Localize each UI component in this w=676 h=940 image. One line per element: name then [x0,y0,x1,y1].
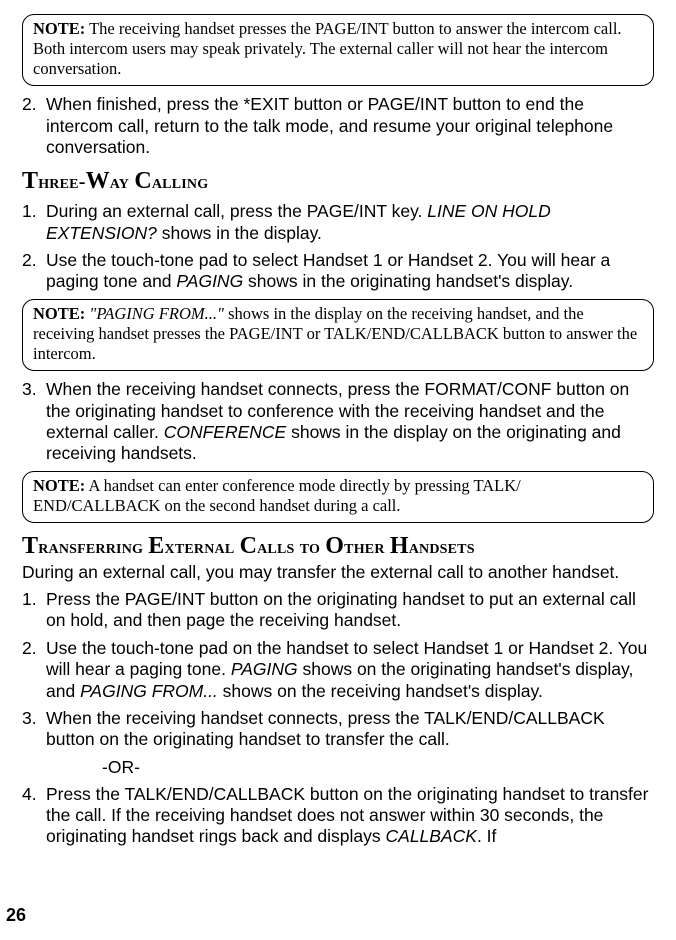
step-text: When the receiving handset connects, pre… [46,708,654,751]
step-text: When the receiving handset connects, pre… [46,379,654,464]
step-text: Press the TALK/END/CALLBACK button on th… [46,784,654,848]
step-number: 2. [22,250,46,293]
twc-steps-list: 1. During an external call, press the PA… [22,201,654,292]
step-text: Press the PAGE/INT button on the origina… [46,589,654,632]
list-item: 4. Press the TALK/END/CALLBACK button on… [22,784,654,848]
step-text: Use the touch-tone pad on the handset to… [46,638,654,702]
note-text: A handset can enter conference mode dire… [33,476,521,515]
twc-steps-list-cont: 3. When the receiving handset connects, … [22,379,654,464]
step-text: Use the touch-tone pad to select Handset… [46,250,654,293]
step-number: 1. [22,589,46,632]
list-item: 2. When finished, press the *EXIT button… [22,94,654,158]
note-label: NOTE: [33,476,85,495]
list-item: 2. Use the touch-tone pad on the handset… [22,638,654,702]
manual-page: NOTE: The receiving handset presses the … [0,0,676,940]
note-box-3: NOTE: A handset can enter conference mod… [22,471,654,523]
step-text: During an external call, press the PAGE/… [46,201,654,244]
step-number: 4. [22,784,46,848]
heading-transferring: Transferring External Calls to Other Han… [22,533,654,560]
top-steps-list: 2. When finished, press the *EXIT button… [22,94,654,158]
xfer-steps-list: 1. Press the PAGE/INT button on the orig… [22,589,654,750]
note-box-2: NOTE: "PAGING FROM..." shows in the disp… [22,299,654,371]
step-number: 1. [22,201,46,244]
list-item: 2. Use the touch-tone pad to select Hand… [22,250,654,293]
step-number: 2. [22,638,46,702]
note-italic: "PAGING FROM..." [85,304,228,323]
note-box-1: NOTE: The receiving handset presses the … [22,14,654,86]
list-item: 1. During an external call, press the PA… [22,201,654,244]
page-number: 26 [6,905,26,926]
transfer-intro: During an external call, you may transfe… [22,562,654,583]
step-number: 3. [22,708,46,751]
or-divider: -OR- [102,757,654,778]
list-item: 1. Press the PAGE/INT button on the orig… [22,589,654,632]
heading-three-way-calling: Three-Way Calling [22,168,654,195]
list-item: 3. When the receiving handset connects, … [22,379,654,464]
step-text: When finished, press the *EXIT button or… [46,94,654,158]
xfer-steps-list-cont: 4. Press the TALK/END/CALLBACK button on… [22,784,654,848]
note-text: The receiving handset presses the PAGE/I… [33,19,622,78]
step-number: 3. [22,379,46,464]
note-label: NOTE: [33,304,85,323]
note-label: NOTE: [33,19,85,38]
step-number: 2. [22,94,46,158]
list-item: 3. When the receiving handset connects, … [22,708,654,751]
